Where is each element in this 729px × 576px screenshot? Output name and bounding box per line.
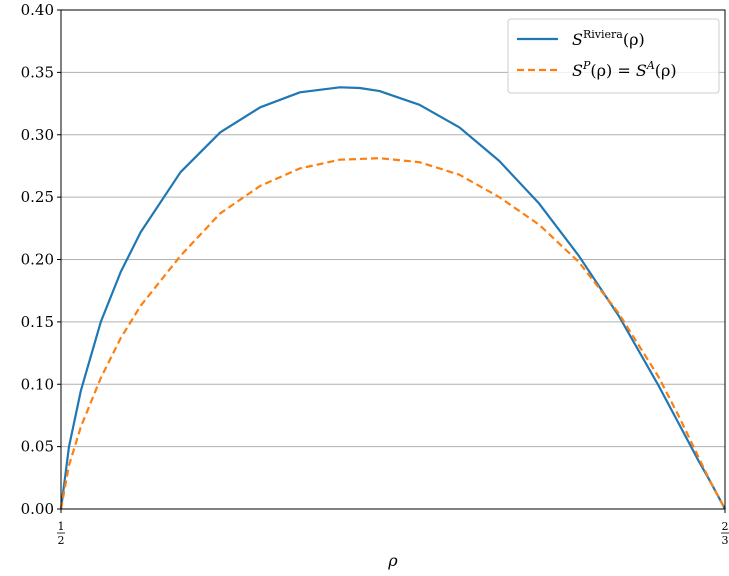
y-tick-label: 0.05 [21,438,54,456]
legend-pa-end: (ρ) [655,61,677,80]
legend: SRiviera(ρ) SP(ρ) = SA(ρ) [507,18,720,94]
x-tick-numerator: 2 [722,520,729,533]
y-tick-label: 0.00 [21,500,54,518]
legend-riviera-arg: (ρ) [623,30,645,49]
y-tick-label: 0.35 [21,63,54,81]
legend-pa-mid: (ρ) = [590,61,635,80]
legend-pa-s1: S [572,61,583,80]
legend-pa-sup1: P [582,59,591,72]
y-tick-label: 0.40 [21,1,54,19]
y-tick-label: 0.20 [21,251,54,269]
series-lines [59,86,726,510]
y-tick-label: 0.15 [21,313,54,331]
x-axis-label: ρ [387,551,398,570]
grid-lines [61,71,725,448]
legend-riviera-sup: Riviera [583,28,623,41]
x-tick-numerator: 1 [58,520,65,533]
y-tick-label: 0.10 [21,375,54,393]
legend-entry-riviera: SRiviera(ρ) [572,28,645,49]
x-tick-denominator: 3 [722,534,729,547]
y-axis: 0.00 0.05 0.10 0.15 0.20 0.25 0.30 0.35 0.40 [21,1,61,518]
series-line-1 [59,157,726,510]
legend-riviera-base: S [572,30,583,49]
legend-entry-pa: SP(ρ) = SA(ρ) [572,59,677,80]
legend-pa-s2: S [636,61,647,80]
y-tick-label: 0.25 [21,188,54,206]
y-tick-label: 0.30 [21,126,54,144]
legend-box [507,18,720,94]
legend-pa-sup2: A [646,59,655,72]
series-line-0 [59,86,726,510]
x-tick-denominator: 2 [58,534,65,547]
